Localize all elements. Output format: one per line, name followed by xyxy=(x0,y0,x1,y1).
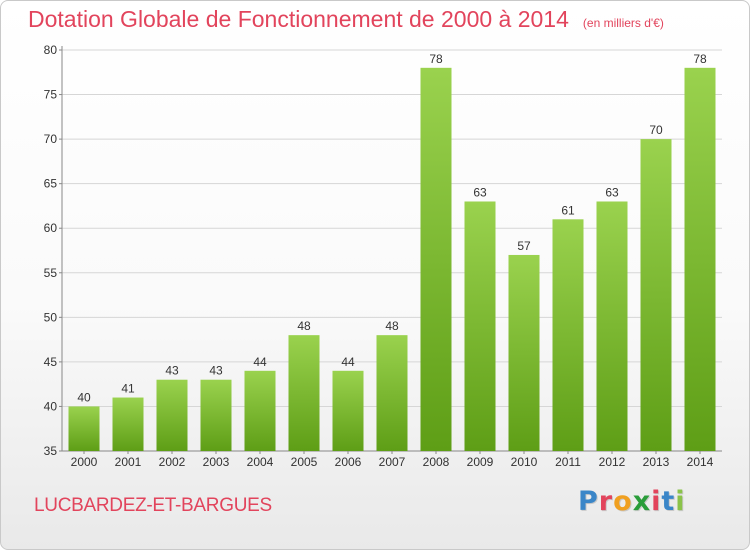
x-tick-label: 2004 xyxy=(247,455,274,469)
commune-name: LUCBARDEZ-ET-BARGUES xyxy=(34,495,272,516)
x-tick-label: 2013 xyxy=(643,455,670,469)
bar-2014 xyxy=(684,67,716,452)
y-tick-label: 70 xyxy=(44,132,58,146)
data-label: 43 xyxy=(209,364,223,378)
x-tick-label: 2012 xyxy=(599,455,626,469)
y-tick-label: 35 xyxy=(44,444,58,458)
data-label: 78 xyxy=(693,52,707,66)
data-label: 48 xyxy=(297,319,311,333)
bar-2007 xyxy=(376,335,408,451)
logo-letter: o xyxy=(613,486,633,517)
x-tick-label: 2014 xyxy=(687,455,714,469)
bar-2008 xyxy=(420,67,452,452)
data-label: 44 xyxy=(341,355,355,369)
proxiti-logo[interactable]: Proxiti xyxy=(578,486,686,517)
bar-2001 xyxy=(112,397,144,451)
data-label: 48 xyxy=(385,319,399,333)
data-label: 41 xyxy=(121,382,135,396)
x-tick-label: 2007 xyxy=(379,455,406,469)
bar-2000 xyxy=(68,406,100,451)
data-label: 43 xyxy=(165,364,179,378)
data-label: 63 xyxy=(473,185,487,199)
x-tick-label: 2002 xyxy=(159,455,186,469)
data-label: 61 xyxy=(561,203,575,217)
y-tick-label: 45 xyxy=(44,355,58,369)
bar-2004 xyxy=(244,370,276,451)
data-label: 78 xyxy=(429,52,443,66)
x-tick-label: 2011 xyxy=(555,455,581,469)
bar-2012 xyxy=(596,201,628,451)
y-tick-label: 40 xyxy=(44,399,58,413)
data-label: 57 xyxy=(517,239,531,253)
bar-2009 xyxy=(464,201,496,451)
x-tick-label: 2003 xyxy=(203,455,230,469)
data-label: 70 xyxy=(649,123,663,137)
bar-2003 xyxy=(200,379,232,451)
title-unit: (en milliers d'€) xyxy=(582,16,664,30)
bar-2010 xyxy=(508,254,540,451)
y-tick-label: 80 xyxy=(44,43,58,57)
x-tick-label: 2005 xyxy=(291,455,318,469)
bar-2005 xyxy=(288,335,320,451)
bar-2006 xyxy=(332,370,364,451)
y-tick-label: 55 xyxy=(44,266,58,280)
x-tick-label: 2010 xyxy=(511,455,538,469)
logo-letter: i xyxy=(651,486,662,517)
x-tick-label: 2006 xyxy=(335,455,362,469)
bar-2002 xyxy=(156,379,188,451)
y-tick-label: 75 xyxy=(44,88,58,102)
y-tick-label: 65 xyxy=(44,177,58,191)
bar-2011 xyxy=(552,219,584,451)
x-tick-label: 2001 xyxy=(115,455,142,469)
chart-title: Dotation Globale de Fonctionnement de 20… xyxy=(28,6,664,33)
logo-letter: i xyxy=(675,486,686,517)
logo-letter: x xyxy=(632,486,652,517)
x-tick-label: 2008 xyxy=(423,455,450,469)
data-label: 63 xyxy=(605,185,619,199)
y-tick-label: 60 xyxy=(44,221,58,235)
title-text: Dotation Globale de Fonctionnement de 20… xyxy=(28,6,569,32)
y-tick-label: 50 xyxy=(44,310,58,324)
logo-letter: P xyxy=(578,486,599,517)
logo-letter: t xyxy=(661,486,676,517)
x-tick-label: 2009 xyxy=(467,455,494,469)
data-label: 44 xyxy=(253,355,267,369)
bar-2013 xyxy=(640,139,672,451)
x-tick-label: 2000 xyxy=(71,455,98,469)
data-label: 40 xyxy=(77,390,91,404)
logo-letter: r xyxy=(598,486,614,517)
